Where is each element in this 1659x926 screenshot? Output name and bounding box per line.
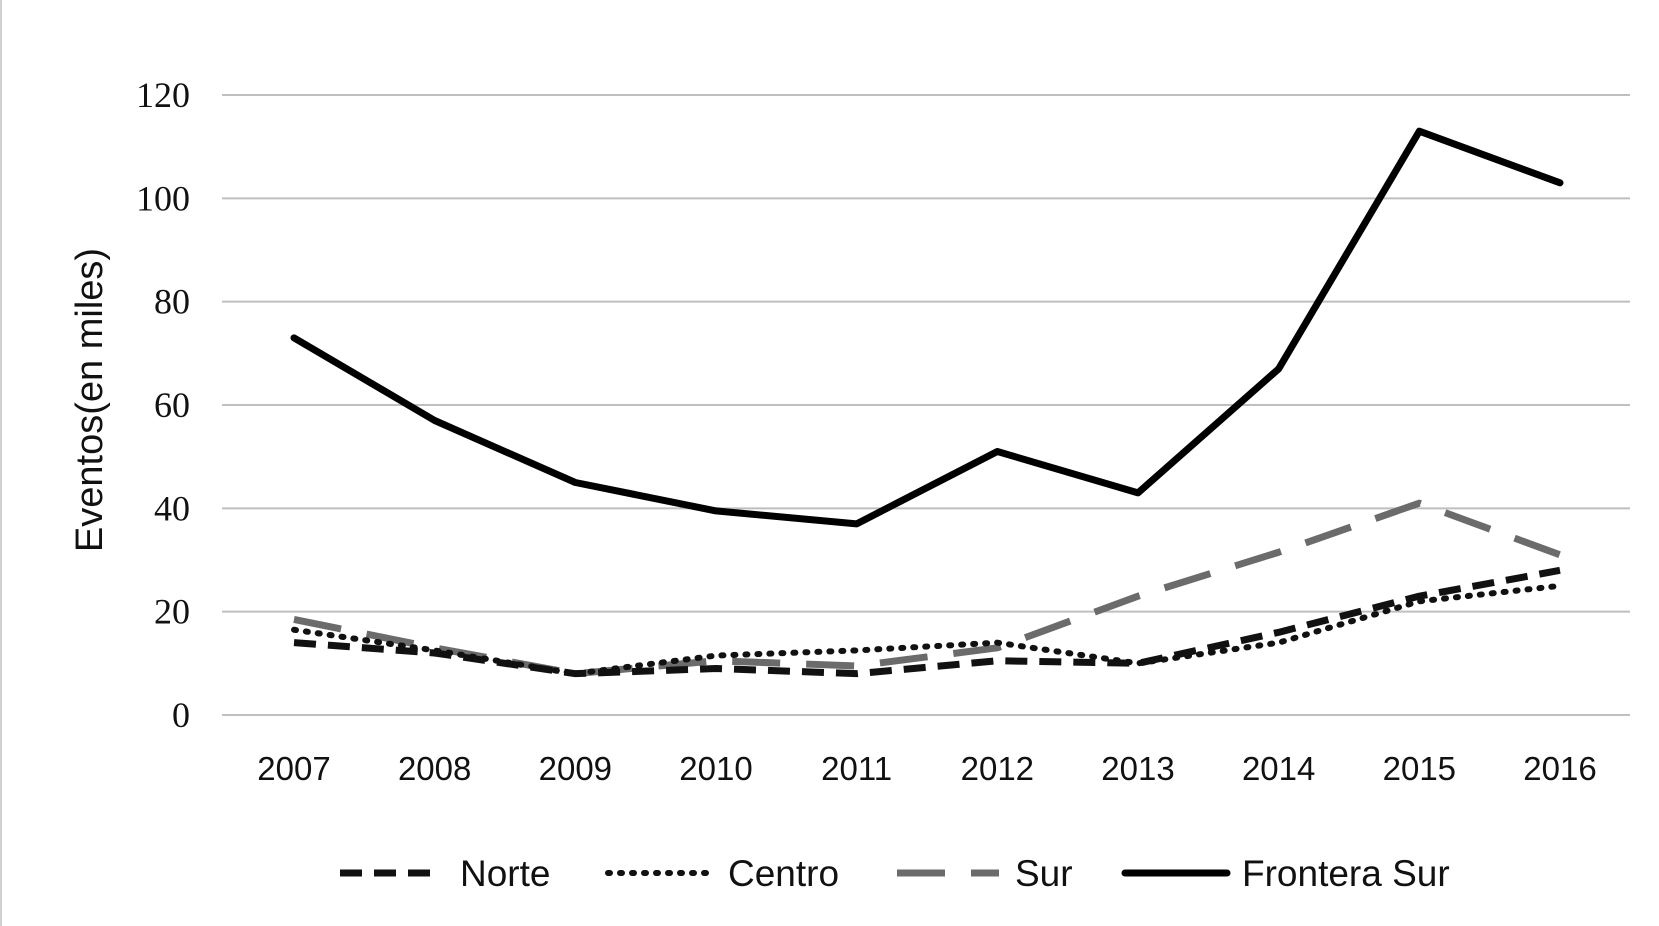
series-line-norte — [293, 566, 1561, 678]
x-tick-label: 2010 — [679, 750, 752, 787]
x-tick-label: 2009 — [539, 750, 612, 787]
y-axis-label: Eventos(en miles) — [69, 248, 111, 552]
series-line-frontera-sur — [290, 127, 1564, 528]
x-tick-label: 2011 — [821, 750, 892, 787]
y-tick-label: 80 — [154, 282, 190, 322]
legend: Norte Centro Sur Frontera Sur — [340, 853, 1450, 894]
legend-label-sur: Sur — [1015, 853, 1073, 894]
gridlines — [222, 94, 1630, 716]
legend-label-norte: Norte — [460, 853, 550, 894]
x-tick-label: 2014 — [1242, 750, 1315, 787]
x-tick-label: 2008 — [398, 750, 471, 787]
x-tick-label: 2015 — [1383, 750, 1456, 787]
y-tick-label: 0 — [172, 695, 190, 735]
x-tick-label: 2013 — [1101, 750, 1174, 787]
y-tick-label: 100 — [136, 178, 190, 218]
x-axis-ticks: 2007 2008 2009 2010 2011 2012 2013 2014 2015 2016 — [257, 750, 1596, 787]
y-tick-label: 40 — [154, 488, 190, 528]
legend-label-centro: Centro — [728, 853, 839, 894]
x-tick-label: 2016 — [1523, 750, 1596, 787]
y-tick-label: 20 — [154, 592, 190, 632]
y-tick-label: 60 — [154, 385, 190, 425]
y-tick-label: 120 — [136, 75, 190, 115]
legend-label-frontera-sur: Frontera Sur — [1242, 853, 1450, 894]
series-lines — [290, 127, 1564, 678]
y-axis-ticks: 0 20 40 60 80 100 120 — [136, 75, 190, 735]
series-line-sur — [293, 499, 1562, 678]
x-tick-label: 2007 — [257, 750, 330, 787]
x-tick-label: 2012 — [961, 750, 1034, 787]
